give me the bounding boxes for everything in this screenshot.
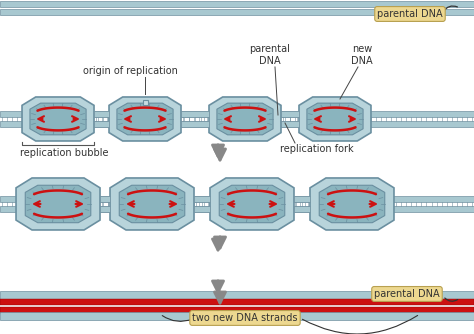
Polygon shape [16,178,100,230]
Polygon shape [110,178,194,230]
Bar [100,196,110,202]
Bar [0,312,474,320]
Polygon shape [109,97,181,141]
Bar [0,299,474,305]
Polygon shape [219,185,285,223]
Bar [0,121,474,127]
Text: two new DNA strands: two new DNA strands [192,313,298,323]
Bar [294,206,310,212]
Text: parental
DNA: parental DNA [249,44,291,66]
Bar [143,100,147,105]
Polygon shape [209,97,281,141]
Text: origin of replication: origin of replication [82,66,177,76]
Text: replication fork: replication fork [280,144,354,154]
Bar [281,111,299,117]
Bar [94,111,109,117]
Polygon shape [30,103,86,135]
Bar [100,206,110,212]
Bar [281,121,299,127]
Bar [0,1,474,7]
Bar [0,111,474,117]
Bar [181,111,209,117]
Text: new
DNA: new DNA [351,44,373,66]
Text: replication bubble: replication bubble [20,148,109,158]
Bar [0,291,474,299]
Bar [0,9,474,15]
Polygon shape [319,185,385,223]
Polygon shape [217,103,273,135]
Bar [0,307,474,313]
Bar [94,121,109,127]
Polygon shape [119,185,185,223]
Bar [181,121,209,127]
Bar [194,206,210,212]
Polygon shape [117,103,173,135]
Text: parental DNA: parental DNA [377,9,443,19]
Polygon shape [25,185,91,223]
Polygon shape [310,178,394,230]
Bar [294,196,310,202]
Text: parental DNA: parental DNA [374,289,440,299]
Polygon shape [210,178,294,230]
Polygon shape [299,97,371,141]
Bar [194,196,210,202]
Bar [0,196,474,202]
Polygon shape [307,103,363,135]
Polygon shape [22,97,94,141]
Bar [0,206,474,212]
